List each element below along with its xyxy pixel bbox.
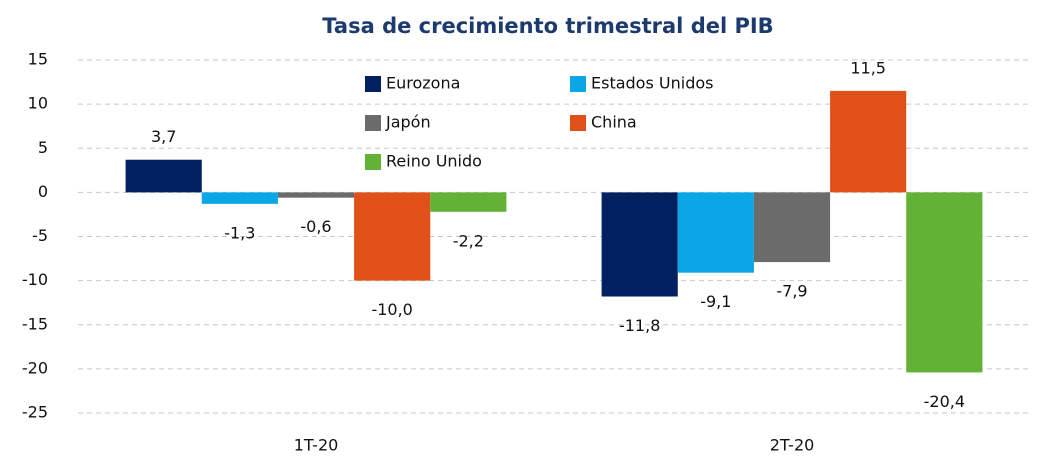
y-tick-label: 10 bbox=[28, 94, 48, 113]
legend-swatch bbox=[365, 115, 381, 131]
y-tick-label: 0 bbox=[38, 182, 48, 201]
legend-label: China bbox=[591, 113, 637, 132]
legend-label: Eurozona bbox=[386, 74, 460, 93]
legend-label: Japón bbox=[385, 113, 431, 132]
value-label: -7,9 bbox=[776, 282, 807, 301]
legend-label: Reino Unido bbox=[386, 152, 482, 171]
bar bbox=[677, 192, 754, 273]
y-tick-label: -10 bbox=[22, 270, 48, 289]
value-label: -9,1 bbox=[700, 292, 731, 311]
legend-swatch bbox=[570, 115, 586, 131]
x-tick-label: 1T-20 bbox=[294, 436, 339, 455]
value-label: -11,8 bbox=[619, 316, 660, 335]
value-label: -1,3 bbox=[224, 223, 255, 242]
y-tick-label: -25 bbox=[22, 403, 48, 422]
y-tick-label: -15 bbox=[22, 314, 48, 333]
y-tick-label: 15 bbox=[28, 50, 48, 69]
bar bbox=[830, 90, 907, 193]
bar bbox=[753, 192, 831, 263]
y-tick-label: -20 bbox=[22, 358, 48, 377]
value-label: -2,2 bbox=[453, 231, 484, 250]
value-label: -20,4 bbox=[924, 392, 965, 411]
bar bbox=[601, 192, 678, 297]
value-label: -10,0 bbox=[371, 300, 412, 319]
chart-title: Tasa de crecimiento trimestral del PIB bbox=[322, 14, 773, 38]
value-label: 3,7 bbox=[151, 127, 176, 146]
bar bbox=[354, 192, 431, 281]
y-tick-label: -5 bbox=[32, 226, 48, 245]
bar bbox=[125, 159, 202, 193]
value-label: 11,5 bbox=[850, 58, 886, 77]
value-label: -0,6 bbox=[300, 217, 331, 236]
legend-swatch bbox=[365, 154, 381, 170]
bar bbox=[430, 192, 507, 212]
legend-swatch bbox=[570, 76, 586, 92]
bar bbox=[906, 192, 983, 373]
legend-swatch bbox=[365, 76, 381, 92]
bar bbox=[201, 192, 278, 204]
legend-label: Estados Unidos bbox=[591, 74, 713, 93]
y-tick-label: 5 bbox=[38, 138, 48, 157]
x-tick-label: 2T-20 bbox=[770, 436, 815, 455]
bar bbox=[277, 192, 355, 198]
